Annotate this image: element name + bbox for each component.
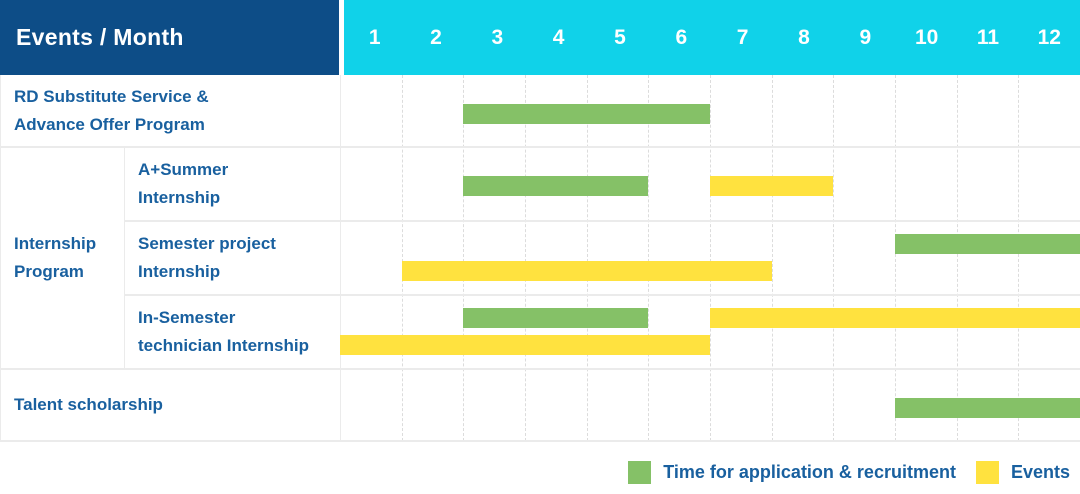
month-header-cell: 4 [552, 25, 565, 49]
month-gridline [833, 75, 835, 441]
row-separator [0, 368, 1080, 370]
legend-item-application: Time for application & recruitment [628, 460, 956, 484]
yellow-swatch-icon [975, 460, 999, 484]
month-gridline [895, 75, 896, 441]
month-gridline [525, 75, 526, 441]
row-label: Semester project Internship [138, 234, 276, 281]
month-header-cell: 6 [675, 25, 688, 49]
month-gridline [648, 75, 650, 441]
month-gridline [401, 75, 403, 441]
month-gridline [586, 75, 588, 441]
month-header-row: 1 2 3 4 5 6 7 8 9 10 11 12 [344, 0, 1080, 75]
gantt-bar-application [463, 176, 649, 196]
gantt-bar-event [710, 308, 1080, 328]
gantt-bar-application [895, 234, 1080, 254]
month-header-cell: 8 [798, 25, 810, 49]
row-separator [124, 220, 1080, 222]
gantt-bar-application [463, 104, 710, 124]
group-label-internship-program: Internship Program [14, 234, 97, 281]
row-separator [0, 146, 1080, 148]
gantt-bar-application [895, 398, 1080, 418]
month-header-cell: 7 [736, 25, 749, 49]
month-header-cell: 2 [430, 25, 442, 49]
month-gridline [463, 75, 465, 441]
table-corner-header: Events / Month [0, 0, 339, 75]
row-separator [0, 440, 1080, 442]
month-header-cell: 1 [368, 25, 381, 49]
month-header-cell: 9 [859, 25, 872, 49]
legend-label-application: Time for application & recruitment [663, 461, 956, 482]
row-label: In-Semester technician Internship [138, 308, 309, 355]
month-gridline [710, 75, 711, 441]
month-header-cell: 3 [491, 25, 504, 49]
month-gridline [956, 75, 958, 441]
gantt-bar-event [340, 335, 710, 355]
month-header-cell: 5 [614, 25, 626, 49]
row-label: A+Summer Internship [138, 160, 229, 207]
table-border-vertical [0, 75, 1, 441]
month-gridline [1018, 75, 1020, 441]
table-border-vertical [340, 75, 341, 441]
legend: Time for application & recruitment Event… [628, 450, 1070, 494]
gantt-bar-event [710, 176, 834, 196]
month-header-cell: 11 [976, 25, 1000, 49]
month-header-cell: 12 [1037, 25, 1061, 49]
legend-label-events: Events [1010, 461, 1070, 482]
table-border-vertical [124, 147, 125, 369]
row-separator [124, 294, 1080, 296]
green-swatch-icon [628, 460, 652, 484]
month-gridline [771, 75, 773, 441]
legend-item-events: Events [975, 460, 1070, 484]
row-label: Talent scholarship [14, 395, 163, 414]
row-label: RD Substitute Service & Advance Offer Pro… [14, 87, 209, 134]
month-header-cell: 10 [914, 25, 939, 49]
gantt-bar-event [401, 261, 772, 281]
gantt-bar-application [463, 308, 649, 328]
